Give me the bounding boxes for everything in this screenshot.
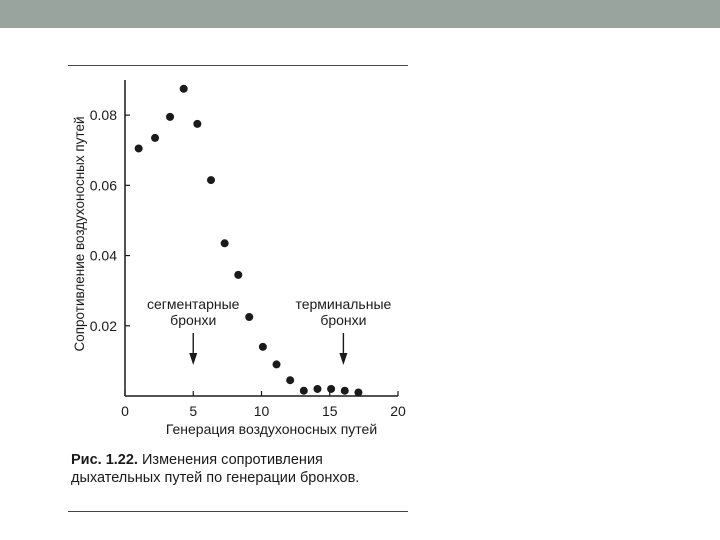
data-point	[193, 119, 202, 128]
data-point	[151, 133, 160, 142]
y-tick-label: 0.04	[90, 248, 117, 264]
y-tick-label: 0.06	[90, 177, 117, 193]
x-axis-label: Генерация воздухоносных путей	[166, 421, 377, 437]
data-point	[340, 386, 349, 395]
figure-bottom-rule	[68, 511, 408, 512]
data-point	[206, 176, 215, 185]
data-point	[245, 313, 254, 321]
data-point	[166, 112, 175, 121]
x-tick-label: 0	[121, 403, 129, 419]
x-tick-label: 15	[322, 403, 338, 419]
data-point	[327, 384, 336, 393]
chart-axes: 0.02 0.04 0.06 0.08 0 5 10 15 20 Генерация воздух…	[72, 80, 406, 437]
data-point	[134, 144, 143, 153]
data-point	[299, 386, 308, 395]
caption-label: Рис. 1.22.	[71, 452, 138, 468]
annotation-label: сегментарные	[147, 296, 240, 312]
caption-text: Изменения сопротивления дыхательных путе…	[71, 452, 360, 486]
figure-caption: Рис. 1.22. Изменения сопротивления дыхат…	[71, 451, 401, 487]
data-point	[234, 270, 243, 279]
data-point	[286, 376, 295, 385]
data-point	[313, 384, 322, 393]
annotation-arrow-head	[339, 353, 348, 365]
y-tick-label: 0.08	[90, 107, 117, 123]
data-point	[179, 84, 188, 93]
x-tick-label: 20	[390, 403, 406, 419]
chart-points	[134, 84, 363, 397]
x-tick-label: 10	[254, 403, 270, 419]
y-tick-label: 0.02	[90, 318, 117, 334]
x-tick-label: 5	[189, 403, 197, 419]
data-point	[272, 360, 281, 369]
data-point	[258, 342, 267, 351]
header-bar	[0, 0, 720, 28]
annotation-label: бронхи	[320, 312, 366, 328]
figure-top-rule	[68, 65, 408, 66]
annotation-label: бронхи	[170, 312, 216, 328]
data-point	[354, 388, 363, 397]
data-point	[220, 239, 229, 248]
annotation-label: терминальные	[295, 296, 391, 312]
annotation-arrow-head	[189, 353, 198, 365]
y-axis-label: Сопротивление воздухоносных путей	[72, 116, 87, 351]
